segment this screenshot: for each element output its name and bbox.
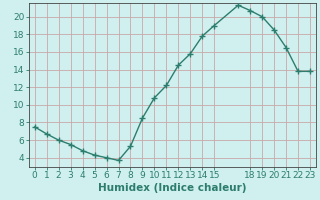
X-axis label: Humidex (Indice chaleur): Humidex (Indice chaleur) [98, 183, 247, 193]
